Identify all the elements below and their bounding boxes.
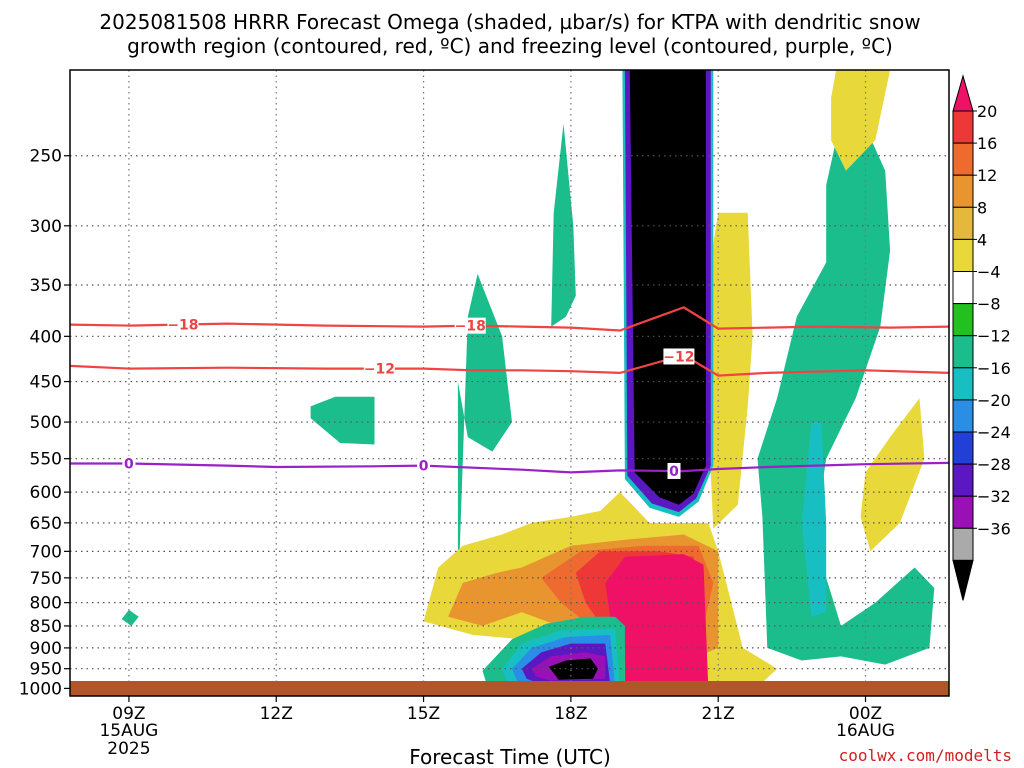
ground-surface <box>70 681 949 696</box>
contour-label--12: −12 <box>364 362 395 378</box>
y-tick-label: 250 <box>30 147 62 167</box>
colorbar-bin-8 <box>952 335 974 369</box>
omega-region-20 <box>548 658 598 680</box>
colorbar-label: 8 <box>977 198 987 217</box>
x-tick-date: 16AUG <box>836 721 895 741</box>
colorbar-label: −12 <box>977 327 1011 346</box>
contour-line-0 <box>70 461 949 474</box>
x-tick-label: 00Z <box>849 704 882 724</box>
colorbar-label: 12 <box>977 166 997 185</box>
colorbar-bin-13 <box>952 495 974 529</box>
grid-lines <box>70 70 949 696</box>
colorbar-label: −36 <box>977 519 1011 538</box>
omega-shading <box>121 70 935 691</box>
contour-label--12: −12 <box>663 349 694 365</box>
colorbar-label: −8 <box>977 295 1001 314</box>
y-tick-label: 950 <box>30 660 62 680</box>
y-tick-label: 850 <box>30 617 62 637</box>
y-tick-label: 500 <box>30 413 62 433</box>
x-tick-date: 15AUG <box>99 721 158 741</box>
chart-title-line-2: growth region (contoured, red, ºC) and f… <box>127 34 893 58</box>
y-tick-label: 450 <box>30 373 62 393</box>
omega-region-7 <box>831 70 891 171</box>
x-tick-label: 18Z <box>554 704 587 724</box>
plot-area: −18 −18 −12 −12 0 0 0 <box>69 69 950 697</box>
contour-label--18: −18 <box>455 319 486 335</box>
y-axis: 2503003504004505005506006507007508008509… <box>19 147 70 699</box>
plot-frame <box>69 69 950 697</box>
colorbar-label: −16 <box>977 359 1011 378</box>
colorbar-bin-6 <box>952 271 974 305</box>
colorbar-bin-5 <box>952 238 974 272</box>
contour-label-bg <box>167 316 199 333</box>
omega-region-14 <box>605 554 709 691</box>
colorbar-bin-1 <box>952 110 974 144</box>
colorbar-bin-14 <box>952 527 974 561</box>
omega-region-8 <box>860 398 925 552</box>
x-axis-label: Forecast Time (UTC) <box>409 745 611 768</box>
contour-label-bg <box>363 360 395 377</box>
x-tick-label: 12Z <box>260 704 293 724</box>
x-tick-label: 15Z <box>407 704 440 724</box>
y-tick-label: 800 <box>30 594 62 614</box>
contour-label-0: 0 <box>669 464 679 480</box>
y-tick-label: 650 <box>30 514 62 534</box>
contour-label-0: 0 <box>419 459 429 475</box>
colorbar-top-arrow <box>952 74 974 112</box>
contour-label-bg <box>454 317 486 334</box>
colorbar-label: 16 <box>977 134 997 153</box>
colorbar-bin-9 <box>952 367 974 401</box>
colorbar-label: −28 <box>977 455 1011 474</box>
contour-line--12 <box>70 353 949 377</box>
y-tick-label: 550 <box>30 450 62 470</box>
x-tick-year: 2025 <box>107 739 150 759</box>
y-tick-label: 900 <box>30 639 62 659</box>
omega-region-9 <box>708 212 753 529</box>
colorbar-bottom-arrow <box>952 559 974 601</box>
contour-label-bg <box>663 348 695 365</box>
colorbar-bin-11 <box>952 431 974 465</box>
y-tick-label: 400 <box>30 327 62 347</box>
colorbar-label: −32 <box>977 487 1011 506</box>
omega-region-23 <box>629 70 706 505</box>
colorbar-bin-4 <box>952 206 974 240</box>
contour-label-bg <box>417 457 431 474</box>
omega-region-1 <box>310 396 375 445</box>
omega-region-2 <box>551 123 576 327</box>
colorbar-bin-3 <box>952 174 974 208</box>
contour-label--18: −18 <box>167 318 198 334</box>
y-tick-label: 600 <box>30 483 62 503</box>
colorbar-label: −24 <box>977 423 1011 442</box>
colorbar-label: −20 <box>977 391 1011 410</box>
colorbar-label: −4 <box>977 263 1001 282</box>
chart-title-line-1: 2025081508 HRRR Forecast Omega (shaded, … <box>99 10 920 34</box>
contour-label-0: 0 <box>124 457 134 473</box>
y-tick-label: 350 <box>30 276 62 296</box>
y-tick-label: 700 <box>30 542 62 562</box>
contour-line--18 <box>70 306 949 332</box>
colorbar-bin-12 <box>952 463 974 497</box>
contour-label-bg <box>667 462 681 479</box>
temperature-contours: −18 −18 −12 −12 0 0 0 <box>70 306 949 480</box>
y-tick-label: 300 <box>30 217 62 237</box>
x-tick-label: 21Z <box>702 704 735 724</box>
contour-label-bg <box>122 455 136 472</box>
omega-region-5 <box>757 127 935 665</box>
colorbar-bin-10 <box>952 399 974 433</box>
colorbar-bin-7 <box>952 303 974 337</box>
omega-region-0 <box>457 273 512 603</box>
y-tick-label: 750 <box>30 569 62 589</box>
omega-region-6 <box>801 422 827 617</box>
colorbar: 20 16 12 8 4 −4 −8 −12 −16 −20 −24 −28 −32 −36 <box>952 74 1011 601</box>
y-tick-label: 1000 <box>19 679 62 699</box>
colorbar-label: 20 <box>977 102 997 121</box>
x-tick-label: 09Z <box>112 704 145 724</box>
credit-text: coolwx.com/modelts <box>839 746 1012 765</box>
colorbar-label: 4 <box>977 230 987 249</box>
colorbar-bin-2 <box>952 142 974 176</box>
omega-region-3 <box>121 609 139 626</box>
